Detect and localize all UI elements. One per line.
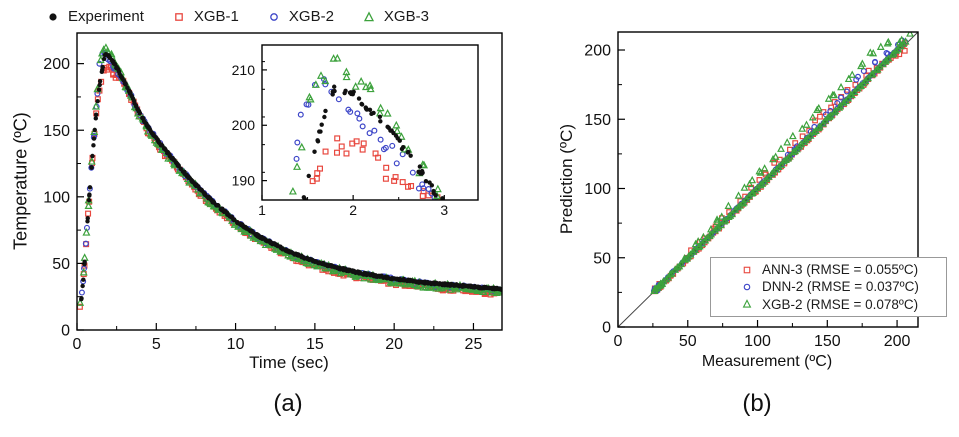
- legend-b-label-ann3: ANN-3 (RMSE = 0.055ºC): [762, 262, 919, 278]
- y-axis-label-a: Temperature (ºC): [10, 112, 31, 250]
- legend-b-label-dnn2: DNN-2 (RMSE = 0.037ºC): [762, 279, 919, 295]
- legend-a-label-xgb3: XGB-3: [383, 8, 429, 25]
- svg-text:150: 150: [43, 123, 70, 140]
- svg-text:100: 100: [584, 181, 611, 198]
- legend-a-label-experiment: Experiment: [68, 8, 144, 25]
- svg-text:5: 5: [152, 336, 161, 353]
- svg-text:210: 210: [232, 62, 256, 78]
- svg-text:190: 190: [232, 173, 256, 189]
- legend-a-item-xgb2: XGB-2: [267, 8, 334, 25]
- legend-b-label-xgb2: XGB-2 (RMSE = 0.078ºC): [762, 296, 919, 312]
- svg-text:0: 0: [61, 323, 70, 340]
- svg-text:200: 200: [584, 43, 611, 60]
- svg-text:150: 150: [584, 112, 611, 129]
- svg-text:2: 2: [349, 202, 357, 218]
- svg-text:0: 0: [73, 336, 82, 353]
- legend-b: ANN-3 (RMSE = 0.055ºC) DNN-2 (RMSE = 0.0…: [710, 257, 947, 317]
- legend-b-item-dnn2: DNN-2 (RMSE = 0.037ºC): [741, 279, 942, 294]
- xgb3-marker-icon: [362, 10, 376, 24]
- svg-text:15: 15: [306, 336, 324, 353]
- svg-text:1: 1: [258, 202, 266, 218]
- svg-text:20: 20: [385, 336, 403, 353]
- xgb1-marker-icon: [172, 10, 186, 24]
- svg-text:200: 200: [43, 56, 70, 73]
- legend-a: Experiment XGB-1 XGB-2 XGB-3: [46, 8, 457, 25]
- legend-a-item-experiment: Experiment: [46, 8, 144, 25]
- caption-a: (a): [273, 390, 303, 417]
- svg-text:200: 200: [232, 117, 256, 133]
- svg-text:200: 200: [884, 333, 911, 350]
- legend-a-item-xgb3: XGB-3: [362, 8, 429, 25]
- legend-a-item-xgb1: XGB-1: [172, 8, 239, 25]
- svg-text:25: 25: [465, 336, 483, 353]
- svg-text:50: 50: [679, 333, 697, 350]
- y-axis-label-b: Prediction (ºC): [557, 123, 576, 235]
- legend-a-label-xgb2: XGB-2: [288, 8, 334, 25]
- x-axis-label-a: Time (sec): [249, 353, 329, 372]
- svg-text:10: 10: [227, 336, 245, 353]
- svg-text:0: 0: [614, 333, 623, 350]
- svg-text:50: 50: [593, 250, 611, 267]
- x-axis-label-b: Measurement (ºC): [701, 353, 833, 370]
- ann3-marker-icon: [741, 264, 753, 276]
- experiment-marker-icon: [46, 10, 60, 24]
- svg-text:150: 150: [814, 333, 841, 350]
- svg-text:50: 50: [52, 256, 70, 273]
- dnn2-marker-icon: [741, 281, 753, 293]
- xgb2-marker-icon: [267, 10, 281, 24]
- svg-text:0: 0: [602, 320, 611, 337]
- xgb2b-marker-icon: [741, 298, 753, 310]
- legend-a-label-xgb1: XGB-1: [193, 8, 239, 25]
- svg-text:100: 100: [744, 333, 771, 350]
- legend-b-item-ann3: ANN-3 (RMSE = 0.055ºC): [741, 262, 942, 277]
- chart-b-points: [618, 32, 918, 327]
- caption-b: (b): [742, 390, 772, 417]
- chart-a-points: [77, 43, 502, 310]
- svg-text:3: 3: [440, 202, 448, 218]
- chart-a-inset-points: [288, 53, 445, 200]
- legend-b-item-xgb2: XGB-2 (RMSE = 0.078ºC): [741, 297, 942, 312]
- svg-text:100: 100: [43, 189, 70, 206]
